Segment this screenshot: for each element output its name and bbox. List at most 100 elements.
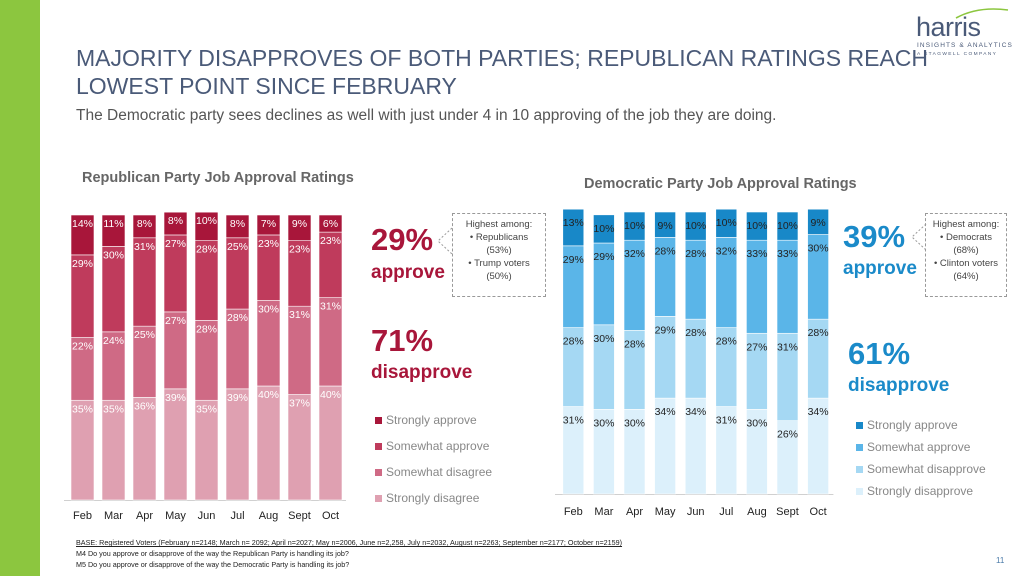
rep-callout-item: • Republicans (53%) [469,232,529,256]
rep-data-label: 30% [103,249,124,261]
rep-bar-segment [132,214,157,239]
dem-data-label: 10% [685,220,706,232]
rep-data-label: 14% [72,218,93,230]
legend-swatch [856,443,863,451]
dem-tick-label: May [655,506,676,518]
rep-tick-label: Apr [136,510,153,522]
dem-data-label: 31% [777,341,798,353]
dem-tick-label: Feb [564,506,583,518]
rep-disapprove-label: disapprove [371,362,473,383]
rep-data-label: 8% [230,218,245,230]
rep-data-label: 28% [196,244,217,256]
dem-data-label: 28% [685,248,706,260]
dem-data-label: 33% [746,248,767,260]
rep-data-label: 36% [134,400,155,412]
dem-tick-label: Jul [719,506,733,518]
rep-data-label: 10% [196,215,217,227]
rep-data-label: 31% [134,241,155,253]
dem-data-label: 27% [746,341,767,353]
legend-swatch [375,442,382,450]
rep-tick-label: Jun [198,510,216,522]
dem-data-label: 30% [624,417,645,429]
dem-bar-segment [807,208,829,235]
page-number: 11 [996,556,1005,565]
dem-legend-item: Strongly disapprove [856,480,986,502]
rep-chart-title: Republican Party Job Approval Ratings [82,170,354,186]
rep-data-label: 39% [165,392,186,404]
rep-data-label: 31% [289,309,310,321]
dem-data-label: 31% [716,415,737,427]
dem-bar-segment [776,211,799,241]
footnote: BASE: Registered Voters (February n=2148… [76,537,622,570]
rep-data-label: 22% [72,341,93,353]
dem-data-label: 10% [746,220,767,232]
rep-data-label: 8% [137,218,152,230]
dem-data-label: 28% [655,245,676,257]
rep-legend-item: Strongly disagree [375,485,492,511]
dem-data-label: 13% [563,217,584,229]
dem-data-label: 10% [777,220,798,232]
dem-tick-label: Aug [747,506,767,518]
dem-tick-label: Apr [626,506,643,518]
rep-bar-segment [287,214,312,241]
rep-data-label: 25% [134,329,155,341]
rep-bar-segment [318,214,343,233]
rep-tick-label: Aug [259,510,279,522]
rep-data-label: 27% [165,315,186,327]
dem-data-label: 30% [746,417,767,429]
legend-swatch [375,494,382,502]
rep-callout-pointer-icon [437,227,453,255]
dem-data-label: 34% [808,406,829,418]
rep-data-label: 25% [227,241,248,253]
rep-disapprove-pct: 71% [371,323,434,358]
dem-tick-label: Sept [776,506,799,518]
rep-data-label: 31% [320,301,341,313]
dem-bar-segment [746,211,768,241]
dem-data-label: 10% [716,217,737,229]
dem-legend-item: Somewhat approve [856,436,986,458]
rep-data-label: 29% [72,258,93,270]
dem-approve-pct: 39% [843,219,906,254]
legend-swatch [856,465,863,473]
dem-tick-label: Mar [594,506,613,518]
dem-bar-segment [623,211,646,241]
dem-data-label: 30% [593,333,614,345]
rep-data-label: 6% [323,218,338,230]
logo-subline: A STAGWELL COMPANY [917,52,998,57]
rep-callout: Highest among: • Republicans (53%) • Tru… [452,213,546,297]
page-title: MAJORITY DISAPPROVES OF BOTH PARTIES; RE… [76,45,929,99]
rep-tick-label: May [165,510,186,522]
rep-tick-label: Sept [288,510,311,522]
rep-bar-segment [256,214,281,236]
legend-swatch [856,421,863,429]
logo-swoosh-icon [955,8,1009,19]
dem-data-label: 34% [655,406,676,418]
dem-data-label: 30% [808,243,829,255]
rep-data-label: 30% [258,304,279,316]
dem-data-label: 9% [658,220,673,232]
dem-data-label: 29% [655,324,676,336]
dem-bar-segment [593,214,615,244]
rep-data-label: 23% [258,238,279,250]
footnote-q2: M5 Do you approve or disapprove of the w… [76,560,350,569]
dem-legend: Strongly approve Somewhat approve Somewh… [856,414,986,502]
dem-data-label: 26% [777,429,798,441]
dem-legend-item: Somewhat disapprove [856,458,986,480]
dem-data-label: 32% [624,248,645,260]
dem-data-label: 10% [593,223,614,235]
dem-bar-segment [684,211,707,241]
rep-data-label: 35% [103,403,124,415]
footnote-base: BASE: Registered Voters (February n=2148… [76,538,623,547]
dem-data-label: 28% [716,336,737,348]
dem-data-label: 28% [563,336,584,348]
dem-data-label: 28% [624,338,645,350]
harris-logo: harris INSIGHTS & ANALYTICS A STAGWELL C… [916,8,1016,62]
accent-stripe [0,0,40,576]
dem-callout-head: Highest among: [932,219,1000,230]
rep-bar-segment [70,214,95,256]
dem-data-label: 9% [811,217,826,229]
dem-tick-label: Jun [687,506,705,518]
rep-tick-label: Jul [230,510,244,522]
rep-data-label: 24% [103,335,124,347]
